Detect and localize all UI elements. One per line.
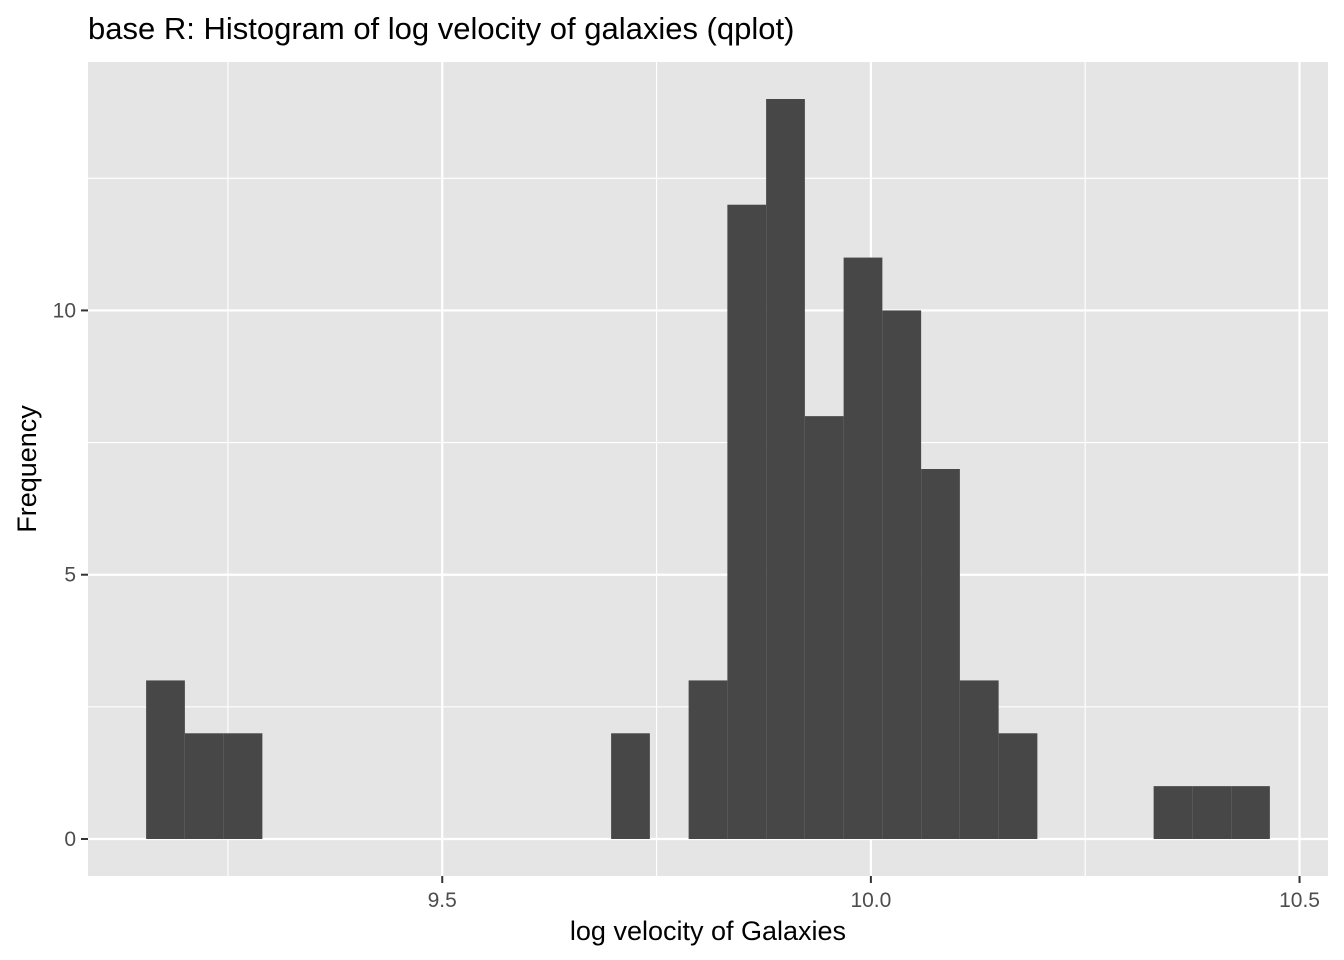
histogram-bar — [804, 416, 844, 839]
histogram-bar — [1231, 786, 1270, 839]
histogram-bar — [223, 733, 263, 839]
y-tick-label: 10 — [53, 299, 76, 322]
histogram-bar — [882, 310, 922, 839]
x-axis-title: log velocity of Galaxies — [570, 916, 846, 946]
chart-title: base R: Histogram of log velocity of gal… — [88, 11, 794, 46]
histogram-bar — [688, 680, 728, 839]
histogram-bar — [843, 257, 883, 840]
histogram-bar — [727, 204, 767, 839]
histogram-bar — [766, 99, 805, 839]
histogram-bars — [146, 99, 1270, 840]
histogram-bar — [921, 469, 960, 839]
histogram-bar — [959, 680, 999, 839]
histogram-bar — [184, 733, 224, 839]
y-axis: 0 5 10 — [53, 299, 88, 851]
x-tick-label: 10.0 — [850, 889, 891, 912]
y-axis-title: Frequency — [12, 405, 42, 533]
y-tick-label: 0 — [64, 828, 76, 851]
histogram-bar — [1192, 786, 1232, 839]
histogram-bar — [1153, 786, 1193, 839]
x-tick-label: 10.5 — [1279, 889, 1320, 912]
x-tick-label: 9.5 — [428, 889, 457, 912]
x-axis: 9.5 10.0 10.5 — [428, 876, 1320, 912]
histogram-bar — [611, 733, 650, 839]
histogram-bar — [998, 733, 1038, 839]
y-tick-label: 5 — [64, 564, 76, 587]
histogram-bar — [146, 680, 185, 839]
